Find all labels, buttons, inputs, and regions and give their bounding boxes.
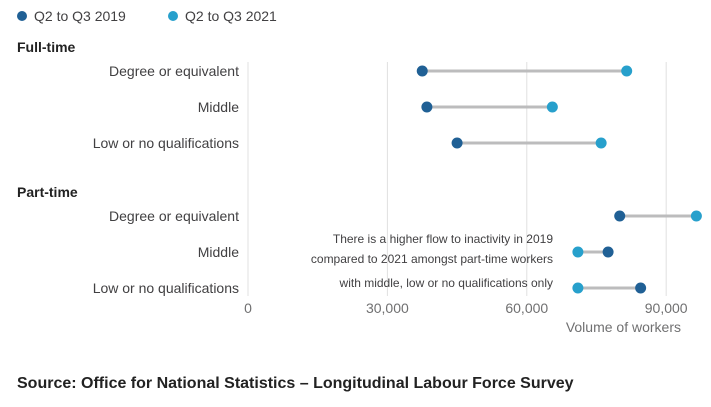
annotation-line-2: compared to 2021 amongst part-time worke… (311, 252, 553, 266)
point-2021-2-3 (572, 282, 584, 294)
group-label-1: Full-time (17, 39, 76, 55)
point-2021-1-3 (595, 137, 607, 149)
point-2019-2-2 (602, 246, 614, 258)
point-2021-2-2 (572, 246, 584, 258)
legend-label-1: Q2 to Q3 2019 (34, 8, 126, 24)
point-2021-1-1 (621, 65, 633, 77)
x-axis: 0 30,000 60,000 90,000 Volume of workers (244, 300, 688, 335)
x-tick-label-2: 60,000 (505, 300, 548, 316)
category-labels: Full-time Degree or equivalent Middle Low o… (17, 39, 239, 296)
legend: Q2 to Q3 2019 Q2 to Q3 2021 (17, 8, 277, 24)
gridlines (247, 62, 667, 296)
category-label-2-3: Low or no qualifications (93, 280, 239, 296)
legend-marker-1 (17, 11, 27, 21)
chart-marks (416, 65, 702, 294)
group-label-2: Part-time (17, 184, 78, 200)
point-2019-2-3 (635, 282, 647, 294)
x-tick-label-3: 90,000 (645, 300, 688, 316)
category-label-2-2: Middle (198, 244, 239, 260)
source-note: Source: Office for National Statistics –… (17, 375, 574, 392)
category-label-1-2: Middle (198, 99, 239, 115)
annotation-line-1: There is a higher flow to inactivity in … (333, 232, 553, 246)
annotation-line-3: with middle, low or no qualifications on… (339, 276, 553, 290)
x-tick-label-1: 30,000 (366, 300, 409, 316)
category-label-1-1: Degree or equivalent (109, 63, 239, 79)
x-axis-title: Volume of workers (566, 319, 681, 335)
legend-marker-2 (168, 11, 178, 21)
annotation: There is a higher flow to inactivity in … (311, 232, 553, 290)
point-2021-2-1 (690, 210, 702, 222)
point-2019-1-3 (451, 137, 463, 149)
legend-label-2: Q2 to Q3 2021 (185, 8, 277, 24)
category-label-1-3: Low or no qualifications (93, 135, 239, 151)
point-2019-2-1 (614, 210, 626, 222)
point-2019-1-1 (416, 65, 428, 77)
point-2019-1-2 (421, 101, 433, 113)
x-tick-label-0: 0 (244, 300, 252, 316)
category-label-2-1: Degree or equivalent (109, 208, 239, 224)
point-2021-1-2 (546, 101, 558, 113)
dumbbell-chart: Q2 to Q3 2019 Q2 to Q3 2021 Full-time Degr… (17, 8, 702, 335)
